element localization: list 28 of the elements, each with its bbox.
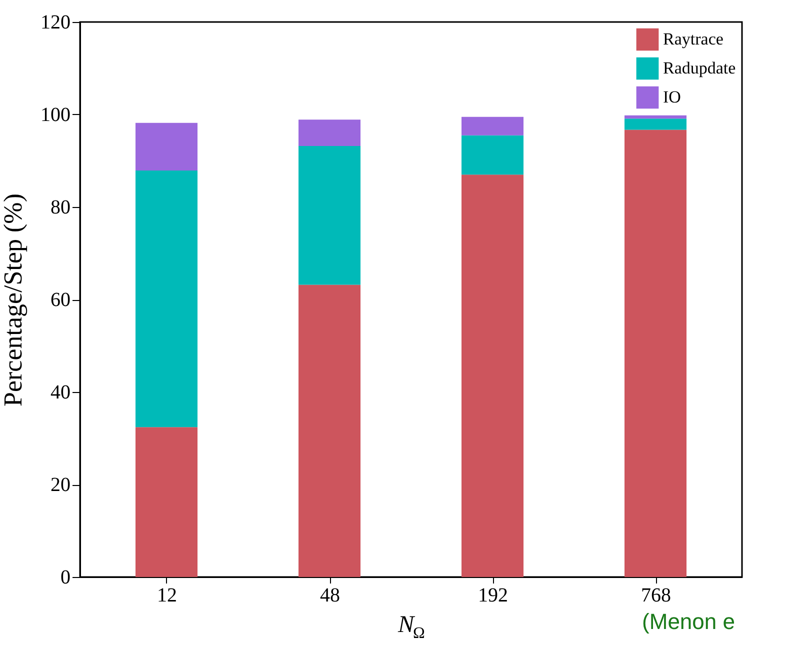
bar [624, 115, 686, 119]
bar [298, 284, 360, 577]
x-tick-label: 12 [157, 584, 177, 606]
bar [462, 116, 524, 136]
x-tick-label: 48 [320, 584, 340, 606]
y-tick-label: 40 [50, 382, 70, 404]
y-axis-title: Percentage/Step (%) [0, 194, 28, 406]
y-tick-label: 100 [40, 104, 70, 126]
bar [298, 146, 360, 285]
bar [136, 427, 198, 577]
y-tick-label: 120 [40, 12, 70, 34]
bar [462, 135, 524, 175]
bar [624, 118, 686, 130]
x-tick-label: 768 [641, 584, 671, 606]
legend-label: IO [663, 88, 681, 106]
x-tick-label: 192 [478, 584, 508, 606]
y-tick-label: 80 [50, 196, 70, 218]
bar [298, 120, 360, 146]
y-tick-label: 0 [60, 566, 70, 588]
bar [624, 130, 686, 577]
text: (Menon e [642, 609, 735, 634]
legend-label: Radupdate [663, 58, 736, 78]
legend-label: Raytrace [663, 30, 724, 48]
bar [462, 174, 524, 577]
y-tick-label: 60 [50, 289, 70, 311]
bar [136, 170, 198, 428]
y-tick-label: 20 [50, 474, 70, 496]
bar [136, 122, 198, 170]
